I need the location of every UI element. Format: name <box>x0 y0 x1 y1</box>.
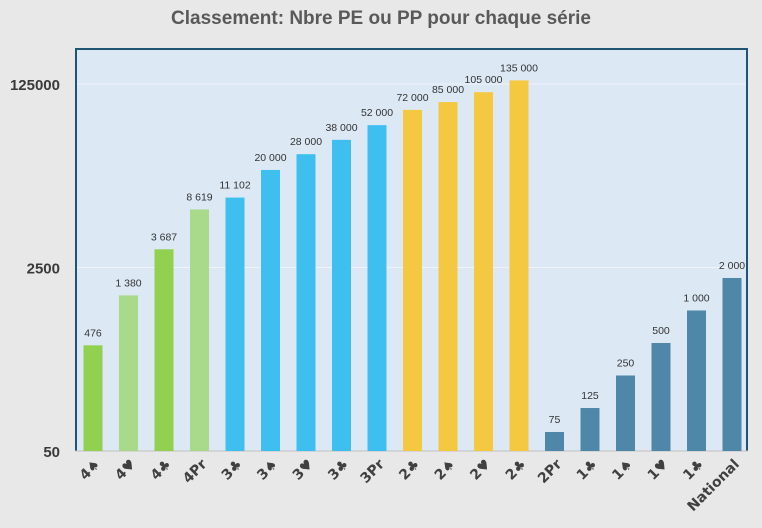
bar <box>154 249 174 451</box>
bar <box>580 408 600 451</box>
bar <box>367 125 387 451</box>
chart-title: Classement: Nbre PE ou PP pour chaque sé… <box>171 8 591 29</box>
bar <box>119 295 138 451</box>
data-label: 250 <box>617 358 635 370</box>
category-label: 1♠ <box>609 457 636 484</box>
y-tick-label: 2500 <box>27 261 60 278</box>
category-label: 4Pr <box>180 456 210 486</box>
data-label: 125 <box>581 390 599 402</box>
data-label: 1 380 <box>115 277 141 289</box>
category-label: 1♣ <box>680 457 707 484</box>
category-label: 2♣ <box>396 457 423 484</box>
category-label: 1♥ <box>645 457 672 484</box>
data-label: 11 102 <box>219 180 250 192</box>
data-label: 105 000 <box>465 74 503 86</box>
category-label: 4♠ <box>77 457 104 484</box>
category-label: 3♥ <box>290 457 317 484</box>
category-label: 3♣ <box>219 457 246 484</box>
bar <box>332 139 351 451</box>
category-label: 1♣ <box>574 457 601 484</box>
data-label: 2 000 <box>719 260 745 272</box>
category-label: 2♥ <box>467 457 494 484</box>
category-label: 3♣ <box>325 457 352 484</box>
data-label: 85 000 <box>432 84 464 96</box>
bar <box>438 102 458 451</box>
data-label: 20 000 <box>254 152 286 164</box>
data-label: 8 619 <box>186 191 212 203</box>
category-label: 3♠ <box>254 457 281 484</box>
bar <box>687 310 706 451</box>
category-label: 4♣ <box>148 457 175 484</box>
bar <box>296 154 316 452</box>
bar <box>651 342 671 451</box>
data-label: 3 687 <box>151 231 177 243</box>
data-label: 72 000 <box>396 92 428 104</box>
data-label: 75 <box>549 414 561 426</box>
data-label: 500 <box>652 325 670 337</box>
bar <box>474 92 493 451</box>
y-tick-label: 125000 <box>10 77 60 94</box>
bar <box>509 80 529 451</box>
data-label: 38 000 <box>325 122 357 134</box>
bar <box>616 375 635 451</box>
data-label: 28 000 <box>290 136 322 148</box>
data-label: 52 000 <box>361 107 393 119</box>
data-label: 476 <box>84 327 102 339</box>
bar <box>225 197 245 451</box>
data-label: 1 000 <box>683 292 709 304</box>
bar <box>190 209 209 451</box>
category-label: 2♠ <box>432 457 459 484</box>
category-label: 2♣ <box>503 457 530 484</box>
y-tick-label: 50 <box>43 444 60 461</box>
bar <box>403 109 422 452</box>
bar <box>722 277 742 451</box>
category-label: 4♥ <box>112 457 139 484</box>
data-label: 135 000 <box>500 62 538 74</box>
category-label: 2Pr <box>535 456 565 486</box>
category-label: 3Pr <box>357 456 387 486</box>
bar <box>261 169 280 451</box>
bar <box>545 431 564 451</box>
bar <box>83 345 103 451</box>
